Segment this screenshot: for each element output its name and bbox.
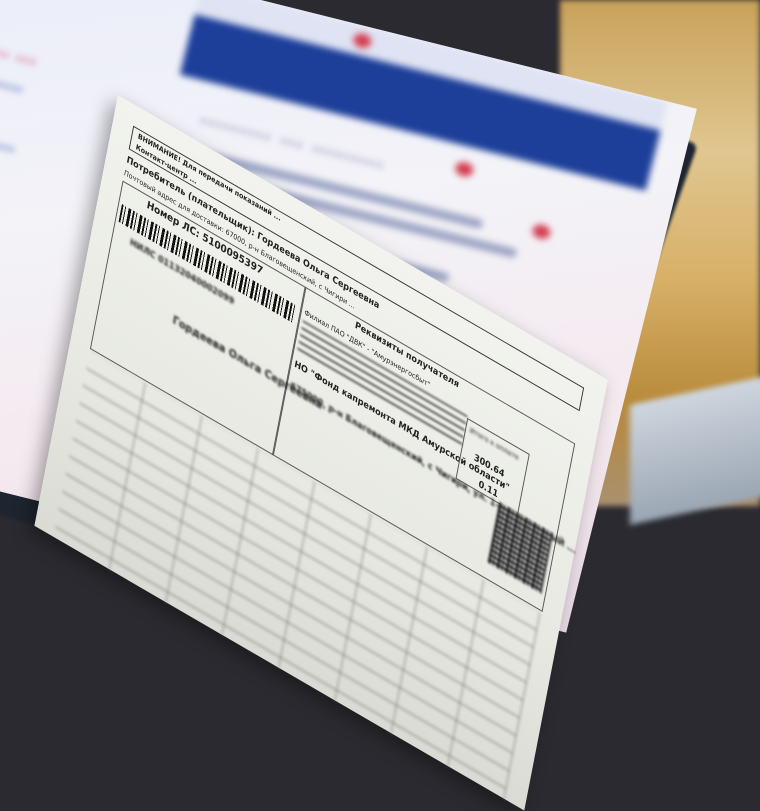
side-link[interactable]: ... ... ... <box>0 116 19 157</box>
nav-icon <box>453 160 475 179</box>
nav-icon <box>531 222 552 241</box>
side-link[interactable]: ... ... ... <box>0 29 41 70</box>
